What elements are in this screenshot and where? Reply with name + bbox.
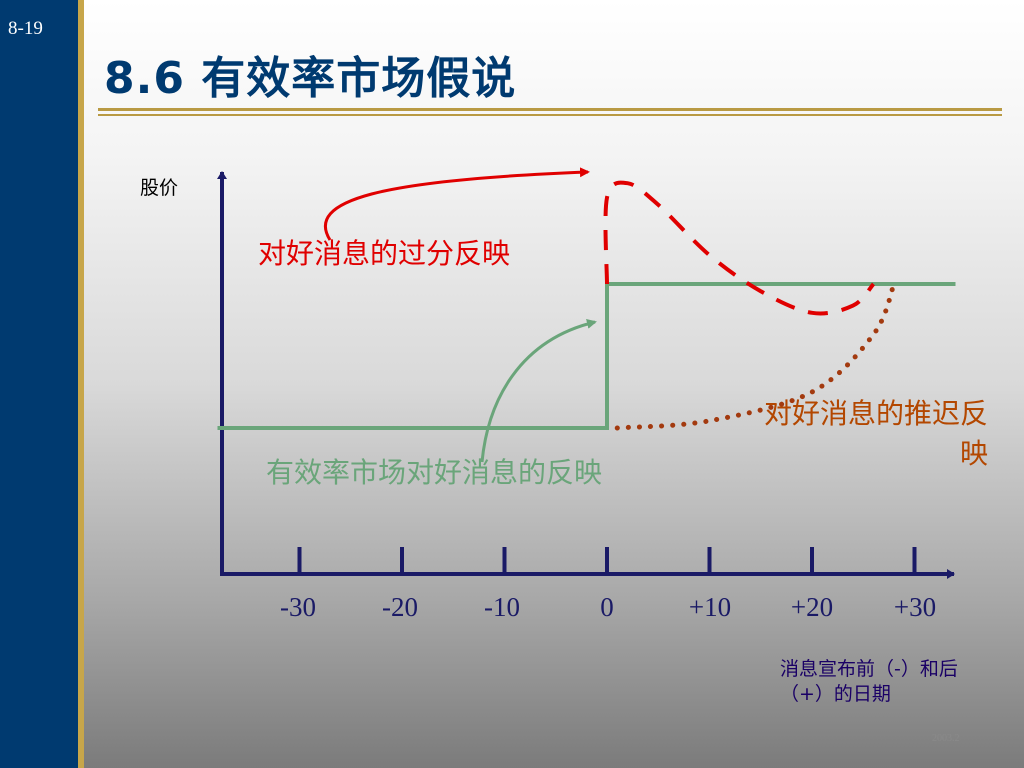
overreaction-callout-arrow: [323, 167, 590, 241]
x-tick-label: -10: [484, 592, 520, 622]
slide-number: 8-19: [8, 18, 43, 39]
x-tick-label: +20: [790, 592, 834, 622]
x-tick-label: -30: [280, 592, 316, 622]
efficient-reaction-label: 有效率市场对好消息的反映: [266, 456, 603, 489]
delayed-reaction-label: 对好消息的推迟反映: [763, 397, 988, 470]
title-divider-secondary: [98, 114, 1002, 116]
x-tick-label: +30: [893, 592, 937, 622]
x-tick-label: +10: [688, 592, 732, 622]
left-sidebar: [0, 0, 78, 768]
x-tick-marks: [297, 547, 917, 574]
series-overreaction-line: [603, 180, 876, 316]
slide-title: 8.6 有效率市场假说: [104, 53, 517, 104]
efficient-callout-arrow: [480, 319, 597, 463]
title-divider: [98, 108, 1002, 111]
x-tick-label: -20: [382, 592, 418, 622]
x-tick-label: 0: [600, 592, 614, 622]
overreaction-label: 对好消息的过分反映: [258, 237, 511, 270]
series-efficient-line: [217, 282, 956, 430]
x-axis-label: 消息宣布前（-）和后（+）的日期: [780, 658, 958, 705]
sidebar-stripe: [78, 0, 84, 768]
footer-date: 2003.2: [932, 733, 960, 744]
y-axis-label: 股价: [140, 177, 179, 199]
